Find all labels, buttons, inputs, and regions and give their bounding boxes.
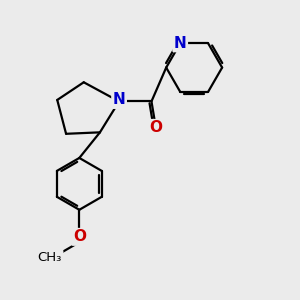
Text: O: O [149,120,162,135]
Text: N: N [174,36,187,51]
Text: O: O [73,230,86,244]
Text: CH₃: CH₃ [38,251,62,264]
Text: N: N [113,92,125,107]
